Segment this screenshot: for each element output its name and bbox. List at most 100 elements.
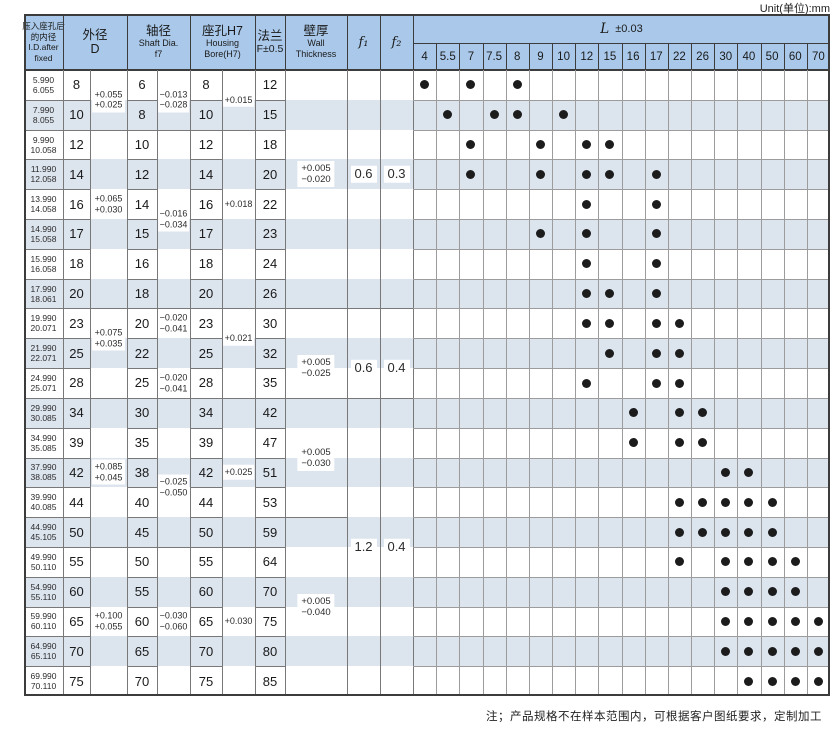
shaft-tolerance-line: −0.041 (159, 323, 188, 334)
grid-hline (24, 159, 63, 161)
row-shaft-dia: 18 (134, 286, 150, 302)
id-value-line: 64.990 (30, 641, 57, 652)
wall-tolerance: +0.005 −0.040 (297, 593, 335, 620)
grid-vline (347, 70, 348, 696)
grid-hline (24, 576, 63, 578)
row-3-dot-l12 (582, 140, 592, 150)
grid-hline (255, 576, 285, 578)
row-flange-dia: 35 (262, 375, 278, 391)
row-flange-dia: 80 (262, 643, 278, 659)
shaft-tolerance: −0.025 −0.050 (157, 474, 190, 500)
grid-hline (285, 308, 347, 310)
grid-hline (413, 397, 830, 399)
grid-hline (413, 189, 830, 191)
header-l-title: L ±0.03 (413, 14, 830, 43)
grid-hline (413, 606, 830, 608)
row-20-dot-l30 (721, 646, 731, 656)
d-tolerance: +0.085 +0.045 (91, 459, 126, 485)
row-housing-bore: 8 (202, 77, 210, 93)
row-shaft-dia: 35 (134, 435, 150, 451)
grid-hline (190, 457, 222, 459)
f2-value: 0.4 (383, 538, 410, 556)
id-value-line: 22.071 (30, 353, 57, 364)
grid-hline (413, 278, 830, 280)
row-21-dot-l70 (813, 676, 823, 686)
grid-hline (127, 487, 157, 489)
row-flange-dia: 70 (262, 584, 278, 600)
grid-vline (505, 70, 507, 696)
grid-hline (413, 248, 830, 250)
dimension-spec-table: 压入座孔后 的内径 I.D.after fixed 外径 D 轴径 Shaft Dia. f7 座… (22, 14, 830, 696)
grid-hline (190, 338, 222, 340)
grid-hline (255, 189, 285, 191)
grid-hline (24, 666, 63, 668)
shaft-tolerance: −0.013 −0.028 (157, 87, 190, 113)
table-header-background (24, 14, 830, 70)
row-11-dot-l12 (582, 378, 592, 388)
row-id-after-fixed: 21.990 22.071 (24, 338, 63, 368)
header-housing-bore-line: Bore(H7) (204, 49, 241, 60)
row-1-dot-l8 (512, 80, 522, 90)
grid-vline (667, 43, 669, 70)
grid-vline (90, 70, 91, 696)
grid-hline (255, 517, 285, 519)
grid-vline (459, 70, 461, 696)
row-2-dot-l7.5 (489, 110, 499, 120)
row-9-dot-l17 (651, 318, 661, 328)
row-18-dot-l60 (790, 587, 800, 597)
row-housing-bore: 18 (198, 256, 214, 272)
header-flange: 法兰 F±0.5 (255, 14, 285, 70)
grid-hline (255, 606, 285, 608)
f2-value-line: 0.4 (387, 359, 406, 375)
grid-vline (528, 70, 530, 696)
grid-hline (413, 487, 830, 489)
row-flange-dia: 30 (262, 315, 278, 331)
grid-hline (157, 129, 190, 131)
row-flange-dia: 53 (262, 494, 278, 510)
header-l-value-12: 12 (580, 50, 594, 63)
wall-tolerance-line: −0.040 (301, 606, 331, 618)
header-housing-bore-line: Housing (205, 38, 240, 49)
grid-vline (828, 14, 830, 696)
row-housing-bore: 65 (198, 613, 214, 629)
header-wall-thickness-line: Thickness (295, 49, 337, 60)
row-17-dot-l30 (721, 557, 731, 567)
grid-vline (459, 43, 461, 70)
wall-tolerance-line: +0.005 (301, 357, 331, 369)
row-13-dot-l22 (674, 438, 684, 448)
grid-vline (436, 70, 438, 696)
grid-vline (806, 70, 808, 696)
row-shaft-dia: 10 (134, 137, 150, 152)
header-wall-thickness-line: 壁厚 (303, 23, 329, 38)
header-housing-bore-line: 座孔H7 (202, 23, 243, 38)
header-l-value-22: 22 (673, 50, 686, 63)
header-shaft-dia-line: f7 (154, 49, 163, 60)
row-housing-bore: 20 (198, 286, 214, 302)
grid-hline (127, 517, 157, 519)
grid-hline (127, 427, 157, 429)
grid-hline (63, 487, 90, 489)
grid-hline (255, 457, 285, 459)
grid-vline (714, 70, 716, 696)
header-shaft-dia-line: Shaft Dia. (138, 38, 179, 49)
grid-hline (285, 397, 347, 399)
grid-vline (760, 43, 762, 70)
row-shaft-dia: 25 (134, 375, 150, 391)
row-16-dot-l50 (767, 527, 777, 537)
grid-hline (127, 278, 157, 280)
row-outer-dia: 16 (69, 196, 84, 212)
bore-tolerance-line: +0.018 (224, 198, 253, 209)
row-15-dot-l26 (698, 497, 708, 507)
grid-hline (157, 308, 190, 310)
grid-hline (190, 487, 222, 489)
grid-hline (63, 546, 90, 548)
row-flange-dia: 24 (262, 256, 278, 272)
grid-hline (127, 308, 157, 310)
grid-vline (482, 70, 484, 696)
grid-hline (24, 278, 63, 280)
header-housing-bore: 座孔H7 Housing Bore(H7) (190, 14, 255, 70)
row-shaft-dia: 30 (134, 405, 150, 421)
d-tolerance: +0.075 +0.035 (91, 325, 126, 351)
wall-tolerance: +0.005 −0.025 (297, 355, 335, 382)
row-outer-dia: 12 (69, 137, 84, 152)
